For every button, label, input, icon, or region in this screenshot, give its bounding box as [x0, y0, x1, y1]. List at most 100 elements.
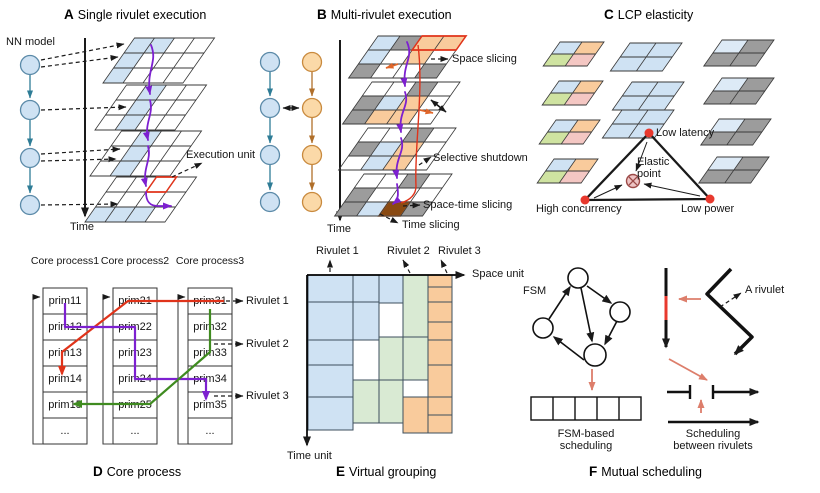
fsm-diagram — [532, 267, 631, 367]
prim-cell: prim31 — [193, 295, 227, 307]
prim-cell: prim12 — [48, 321, 82, 333]
panel-e-caption: E Virtual grouping — [336, 464, 437, 479]
panel-f-graphics — [530, 267, 760, 426]
prim-cell: ... — [205, 425, 215, 437]
space-slicing-label: Space slicing — [452, 53, 517, 65]
low-latency-label: Low latency — [656, 127, 715, 139]
panel-b-graphics — [259, 35, 468, 224]
panel-b-title: B Multi-rivulet execution — [317, 7, 452, 22]
panel-d-letter: D — [93, 464, 103, 479]
slice-arrows-b — [385, 62, 447, 115]
schedule-queue — [530, 396, 642, 421]
panel-a-title: A Single rivulet execution — [64, 7, 207, 22]
rivulet-1-label-d: Rivulet 1 — [246, 295, 289, 307]
low-power-label: Low power — [681, 203, 735, 215]
fsm-state — [532, 317, 554, 339]
virtual-grouping-grid — [307, 274, 453, 434]
pe-grid-b4 — [333, 173, 453, 217]
panel-c-title: C LCP elasticity — [604, 7, 694, 22]
lcp-grids-left — [536, 41, 605, 184]
nn-chain-blue-a — [19, 54, 41, 216]
lcp-grids-middle — [601, 42, 685, 139]
prim-cell: ... — [130, 425, 140, 437]
elastic-point-label: Elastic point — [637, 156, 670, 180]
core-process-3-header: Core process3 — [175, 255, 245, 267]
rivulet-3-label-d: Rivulet 3 — [246, 390, 289, 402]
pink-arrow-diagonal — [668, 358, 708, 381]
core-process-1-header: Core process1 — [30, 255, 100, 267]
panel-c-graphics — [536, 39, 775, 205]
fsm-state — [567, 267, 589, 289]
nn-node — [19, 147, 41, 169]
prim-cell: prim34 — [193, 373, 227, 385]
panel-f-letter: F — [589, 464, 598, 479]
time-label-b: Time — [327, 223, 352, 235]
pe-grid-b1 — [347, 35, 468, 79]
lcp-grids-right — [698, 39, 775, 184]
nn-node — [19, 54, 41, 76]
panel-b-letter: B — [317, 7, 327, 22]
execution-unit-label: Execution unit — [186, 149, 256, 161]
space-time-slicing-label: Space-time slicing — [423, 199, 513, 211]
time-label-a: Time — [70, 221, 95, 233]
prim-cell: prim14 — [48, 373, 82, 385]
layer-mapping-arrows-a — [40, 42, 127, 208]
annotation-pointers-b — [379, 56, 449, 224]
rivulet-timeline-group — [662, 267, 760, 426]
nn-node — [19, 194, 41, 216]
a-rivulet-pointer — [719, 292, 742, 308]
core-process-2-header: Core process2 — [100, 255, 170, 267]
prim-cell: prim22 — [118, 321, 152, 333]
pe-grid-b2 — [341, 81, 461, 125]
rivulet-path-b-purple — [392, 41, 411, 205]
panel-a-graphics — [19, 37, 216, 223]
scheduling-between-rivulets-caption: Scheduling between rivulets — [673, 428, 753, 452]
fsm-based-scheduling-caption: FSM-based scheduling — [557, 428, 615, 452]
execution-unit-pointer — [171, 162, 203, 178]
prim-cell: prim23 — [118, 347, 152, 359]
prim-cell: prim24 — [118, 373, 152, 385]
nn-model-label: NN model — [6, 36, 55, 48]
selective-shutdown-label: Selective shutdown — [433, 152, 528, 164]
nn-chain-orange-b — [301, 51, 323, 213]
high-concurrency-label: High concurrency — [536, 203, 622, 215]
rivulet-pointers-d — [214, 298, 244, 399]
rivulet-pointers-e — [327, 259, 448, 274]
rivulet-path-b-red — [400, 44, 421, 204]
prim-cell: prim32 — [193, 321, 227, 333]
prim-cell: prim21 — [118, 295, 152, 307]
lcp-triangle — [580, 128, 715, 205]
rivulet-2-label-e: Rivulet 2 — [387, 245, 430, 257]
space-slice-region — [410, 35, 468, 51]
panel-e-graphics — [303, 259, 466, 447]
prim-cell: prim33 — [193, 347, 227, 359]
prim-cell: prim15 — [48, 399, 82, 411]
rivulet-path-a — [140, 44, 172, 210]
execution-unit-cell — [144, 176, 179, 193]
time-unit-label: Time unit — [287, 450, 332, 462]
nn-chain-blue-b — [259, 51, 281, 213]
panel-a-letter: A — [64, 7, 74, 22]
panel-e-letter: E — [336, 464, 346, 479]
fsm-state — [609, 301, 631, 323]
low-latency-vertex — [644, 128, 654, 138]
panel-c-letter: C — [604, 7, 614, 22]
space-unit-label: Space unit — [472, 268, 524, 280]
rivulet-1-label-e: Rivulet 1 — [316, 245, 359, 257]
prim-cell: prim25 — [118, 399, 152, 411]
prim-cell: ... — [60, 425, 70, 437]
fsm-state — [583, 343, 607, 367]
panel-d-caption: D Core process — [93, 464, 182, 479]
a-rivulet-label: A rivulet — [745, 284, 785, 296]
rivulet-3-label-e: Rivulet 3 — [438, 245, 481, 257]
prim-cell: prim13 — [48, 347, 82, 359]
panel-f-caption: F Mutual scheduling — [589, 464, 703, 479]
segmented-timeline — [667, 385, 760, 399]
low-power-vertex — [705, 194, 715, 204]
nn-node — [19, 99, 41, 121]
elastic-point-symbol — [625, 173, 641, 189]
prim-cell: prim11 — [48, 295, 82, 307]
